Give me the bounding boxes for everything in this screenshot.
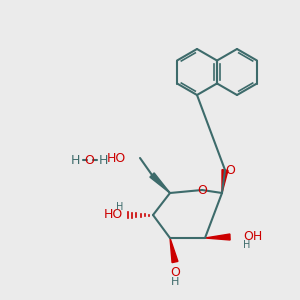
- Text: H: H: [116, 202, 123, 212]
- Text: O: O: [84, 154, 94, 166]
- Text: H: H: [98, 154, 108, 166]
- Text: O: O: [170, 266, 180, 278]
- Text: HO: HO: [107, 152, 126, 164]
- Polygon shape: [222, 169, 228, 193]
- Text: O: O: [225, 164, 235, 176]
- Polygon shape: [205, 234, 230, 240]
- Text: H: H: [243, 240, 250, 250]
- Text: H: H: [171, 277, 179, 287]
- Text: OH: OH: [243, 230, 262, 244]
- Text: HO: HO: [104, 208, 123, 221]
- Polygon shape: [170, 238, 178, 262]
- Polygon shape: [150, 173, 170, 193]
- Text: H: H: [70, 154, 80, 166]
- Text: O: O: [197, 184, 207, 196]
